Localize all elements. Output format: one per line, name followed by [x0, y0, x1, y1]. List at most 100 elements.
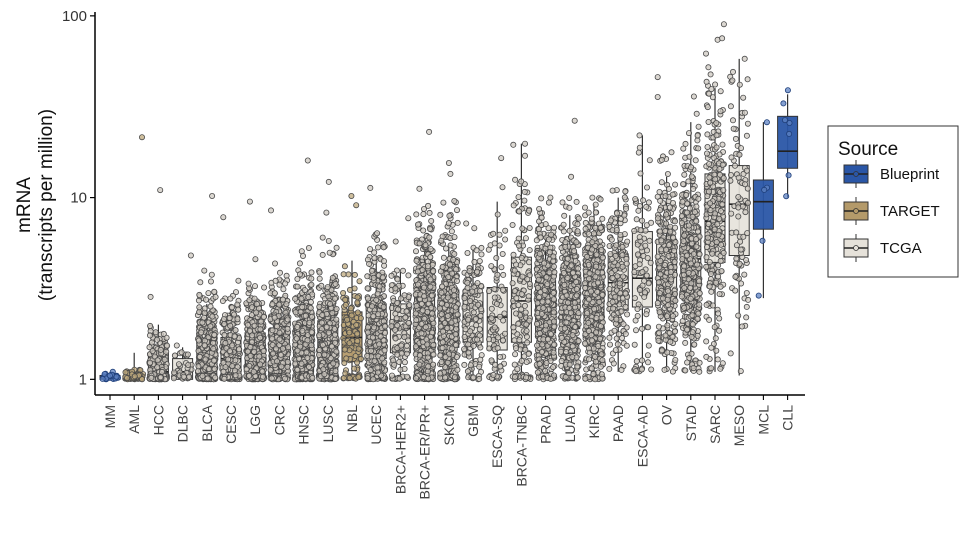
data-point: [325, 237, 332, 244]
data-point: [379, 274, 386, 281]
data-point: [488, 357, 495, 364]
data-point: [470, 374, 477, 381]
data-point: [220, 214, 227, 221]
data-point: [416, 240, 423, 247]
data-point: [171, 352, 178, 359]
data-point: [373, 297, 380, 304]
data-point: [452, 331, 459, 338]
data-point: [437, 211, 444, 218]
data-point: [427, 253, 434, 260]
data-point: [512, 351, 519, 358]
data-point: [380, 303, 387, 310]
data-point: [184, 351, 191, 358]
data-point: [381, 347, 388, 354]
data-point: [465, 316, 472, 323]
data-point: [209, 313, 216, 320]
data-point: [246, 297, 253, 304]
data-point: [305, 244, 312, 251]
data-point: [464, 284, 471, 291]
data-point: [513, 261, 520, 268]
data-point: [427, 283, 434, 290]
data-point: [318, 282, 325, 289]
data-point: [440, 199, 447, 206]
data-point: [496, 231, 503, 238]
data-point: [450, 256, 457, 263]
data-point: [202, 356, 209, 363]
data-point: [277, 351, 284, 358]
data-point: [210, 339, 217, 346]
data-point: [461, 346, 468, 353]
data-point: [392, 238, 399, 245]
data-point: [332, 375, 339, 382]
data-point: [201, 342, 208, 349]
data-point: [246, 198, 253, 205]
data-point: [380, 244, 387, 251]
data-point: [294, 366, 301, 373]
data-point: [195, 337, 202, 344]
data-point: [494, 211, 501, 218]
data-point: [413, 257, 420, 264]
data-point: [320, 366, 327, 373]
data-point: [523, 327, 530, 334]
data-point: [279, 345, 286, 352]
data-point: [425, 375, 432, 382]
data-point: [292, 309, 299, 316]
data-point: [428, 315, 435, 322]
data-point: [444, 312, 451, 319]
data-point: [424, 263, 431, 270]
data-point: [421, 284, 428, 291]
data-point: [430, 351, 437, 358]
data-point: [494, 271, 501, 278]
points-hcc: [146, 187, 171, 383]
data-point: [524, 276, 531, 283]
points-lusc: [315, 178, 340, 383]
data-point: [294, 283, 301, 290]
data-point: [416, 185, 423, 192]
data-point: [211, 331, 218, 338]
data-point: [454, 366, 461, 373]
data-point: [478, 251, 485, 258]
data-point: [421, 293, 428, 300]
data-point: [316, 347, 323, 354]
data-point: [419, 307, 426, 314]
data-point: [149, 347, 156, 354]
data-point: [492, 361, 499, 368]
data-point: [330, 360, 337, 367]
data-point: [494, 344, 501, 351]
data-point: [521, 188, 528, 195]
data-point: [269, 327, 276, 334]
data-point: [401, 359, 408, 366]
data-point: [522, 346, 529, 353]
data-point: [207, 278, 214, 285]
data-point: [276, 336, 283, 343]
points-ucec: [364, 184, 389, 383]
data-point: [256, 353, 263, 360]
data-point: [146, 332, 153, 339]
points-skcm: [436, 159, 461, 383]
data-point: [207, 323, 214, 330]
data-point: [342, 370, 349, 377]
data-point: [299, 327, 306, 334]
data-point: [160, 330, 167, 337]
data-point: [196, 304, 203, 311]
data-point: [352, 353, 359, 360]
data-point: [476, 287, 483, 294]
data-point: [306, 319, 313, 326]
data-point: [412, 248, 419, 255]
data-point: [509, 221, 516, 228]
data-point: [488, 315, 495, 322]
data-point: [371, 255, 378, 262]
data-point: [463, 220, 470, 227]
data-point: [226, 315, 233, 322]
data-point: [351, 365, 358, 372]
data-point: [292, 295, 299, 302]
data-point: [276, 329, 283, 336]
data-point: [436, 305, 443, 312]
points-lgg: [243, 198, 268, 383]
data-point: [293, 335, 300, 342]
data-point: [367, 184, 374, 191]
data-point: [399, 267, 406, 274]
data-point: [476, 258, 483, 265]
data-point: [347, 305, 354, 312]
points-brca-her2-: [388, 215, 413, 382]
